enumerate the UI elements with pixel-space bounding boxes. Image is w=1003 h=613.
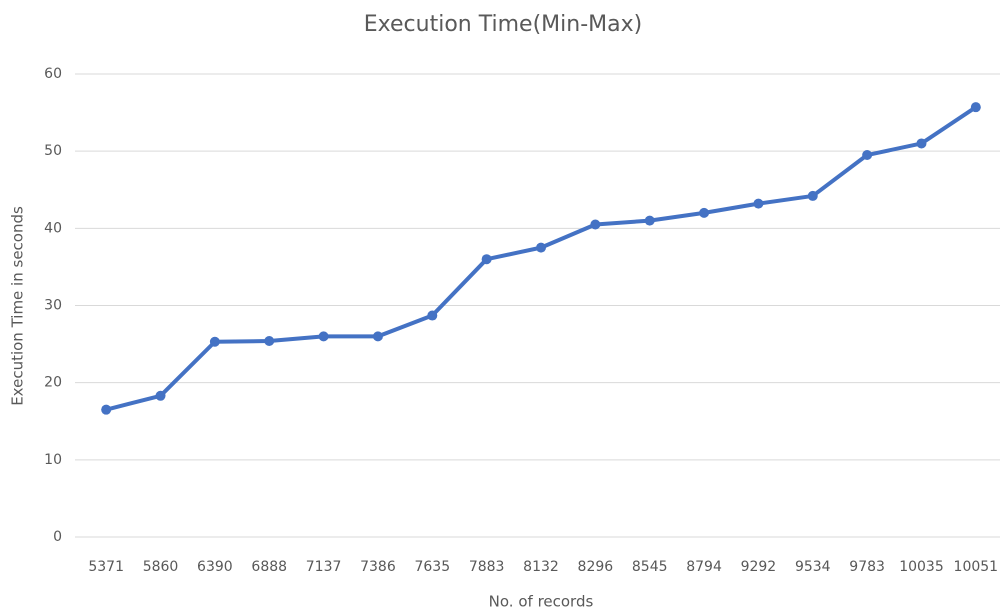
marker <box>264 335 275 346</box>
x-tick-label: 6888 <box>251 559 287 575</box>
x-tick-label: 7386 <box>360 559 396 575</box>
marker <box>155 390 166 401</box>
y-tick-label: 50 <box>44 143 62 159</box>
x-tick-label: 8132 <box>523 559 559 575</box>
chart-title: Execution Time(Min-Max) <box>364 12 642 37</box>
y-tick-label: 40 <box>44 220 62 236</box>
marker <box>862 150 873 161</box>
x-tick-label: 5371 <box>88 559 124 575</box>
x-tick-label: 10051 <box>954 559 999 575</box>
marker <box>101 404 112 415</box>
x-tick-label: 6390 <box>197 559 233 575</box>
line <box>105 105 977 412</box>
marker <box>318 331 329 342</box>
x-tick-label: 7137 <box>306 559 342 575</box>
x-axis-title: No. of records <box>489 593 594 611</box>
y-tick-label: 0 <box>53 529 62 545</box>
marker <box>807 190 818 201</box>
marker <box>916 138 927 149</box>
y-tick-label: 20 <box>44 375 62 391</box>
x-tick-label: 8296 <box>578 559 614 575</box>
x-tick-label: 5860 <box>143 559 179 575</box>
marker <box>372 331 383 342</box>
x-tick-label: 8794 <box>686 559 722 575</box>
y-axis-title: Execution Time in seconds <box>9 206 27 406</box>
marker <box>644 215 655 226</box>
marker <box>427 310 438 321</box>
marker <box>209 336 220 347</box>
y-tick-label: 60 <box>44 66 62 82</box>
y-tick-label: 30 <box>44 298 62 314</box>
x-tick-label: 9534 <box>795 559 831 575</box>
marker <box>536 242 546 253</box>
x-tick-label: 7883 <box>469 559 505 575</box>
marker <box>970 102 981 113</box>
x-tick-label: 8545 <box>632 559 668 575</box>
y-tick-label: 10 <box>44 452 62 468</box>
x-tick-label: 7635 <box>414 559 450 575</box>
marker <box>699 207 710 218</box>
x-tick-label: 9783 <box>849 559 885 575</box>
x-tick-label: 9292 <box>741 559 777 575</box>
x-tick-label: 10035 <box>899 559 944 575</box>
marker <box>753 198 764 209</box>
marker <box>590 219 601 230</box>
marker <box>481 254 492 265</box>
